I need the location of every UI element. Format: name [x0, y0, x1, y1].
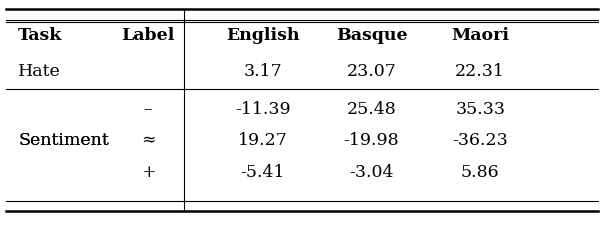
Text: +: +	[141, 163, 155, 180]
Text: Sentiment: Sentiment	[18, 131, 109, 148]
Text: English: English	[226, 27, 300, 44]
Text: -19.98: -19.98	[344, 131, 399, 148]
Text: 25.48: 25.48	[347, 101, 396, 117]
Text: –: –	[144, 101, 152, 117]
Text: 35.33: 35.33	[455, 101, 505, 117]
Text: -5.41: -5.41	[240, 163, 285, 180]
Text: -36.23: -36.23	[452, 131, 508, 148]
Text: 22.31: 22.31	[455, 63, 505, 80]
Text: 23.07: 23.07	[347, 63, 396, 80]
Text: 19.27: 19.27	[238, 131, 288, 148]
Text: Hate: Hate	[18, 63, 61, 80]
Text: 5.86: 5.86	[461, 163, 500, 180]
Text: 3.17: 3.17	[243, 63, 282, 80]
Text: Task: Task	[18, 27, 62, 44]
Text: Basque: Basque	[336, 27, 407, 44]
Text: Maori: Maori	[451, 27, 509, 44]
Text: Label: Label	[121, 27, 175, 44]
Text: ≈: ≈	[141, 131, 155, 148]
Text: -11.39: -11.39	[235, 101, 291, 117]
Text: Sentiment: Sentiment	[18, 131, 109, 148]
Text: -3.04: -3.04	[349, 163, 394, 180]
